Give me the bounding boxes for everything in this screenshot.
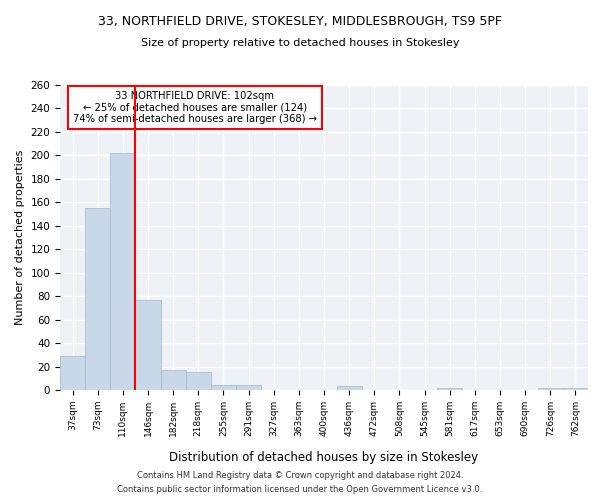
Text: Contains HM Land Registry data © Crown copyright and database right 2024.: Contains HM Land Registry data © Crown c… xyxy=(137,472,463,480)
Bar xyxy=(110,153,136,390)
Bar xyxy=(211,386,236,390)
Bar xyxy=(563,388,588,390)
Bar xyxy=(60,356,85,390)
Bar xyxy=(161,370,186,390)
Bar xyxy=(337,386,362,390)
Bar xyxy=(186,372,211,390)
Bar xyxy=(538,388,563,390)
Bar xyxy=(236,386,261,390)
Bar xyxy=(136,300,161,390)
Text: Size of property relative to detached houses in Stokesley: Size of property relative to detached ho… xyxy=(141,38,459,48)
Text: 33, NORTHFIELD DRIVE, STOKESLEY, MIDDLESBROUGH, TS9 5PF: 33, NORTHFIELD DRIVE, STOKESLEY, MIDDLES… xyxy=(98,15,502,28)
Text: Distribution of detached houses by size in Stokesley: Distribution of detached houses by size … xyxy=(169,451,479,464)
Bar xyxy=(85,208,110,390)
Bar xyxy=(437,388,462,390)
Text: 33 NORTHFIELD DRIVE: 102sqm
← 25% of detached houses are smaller (124)
74% of se: 33 NORTHFIELD DRIVE: 102sqm ← 25% of det… xyxy=(73,91,317,124)
Text: Contains public sector information licensed under the Open Government Licence v3: Contains public sector information licen… xyxy=(118,484,482,494)
Y-axis label: Number of detached properties: Number of detached properties xyxy=(15,150,25,325)
